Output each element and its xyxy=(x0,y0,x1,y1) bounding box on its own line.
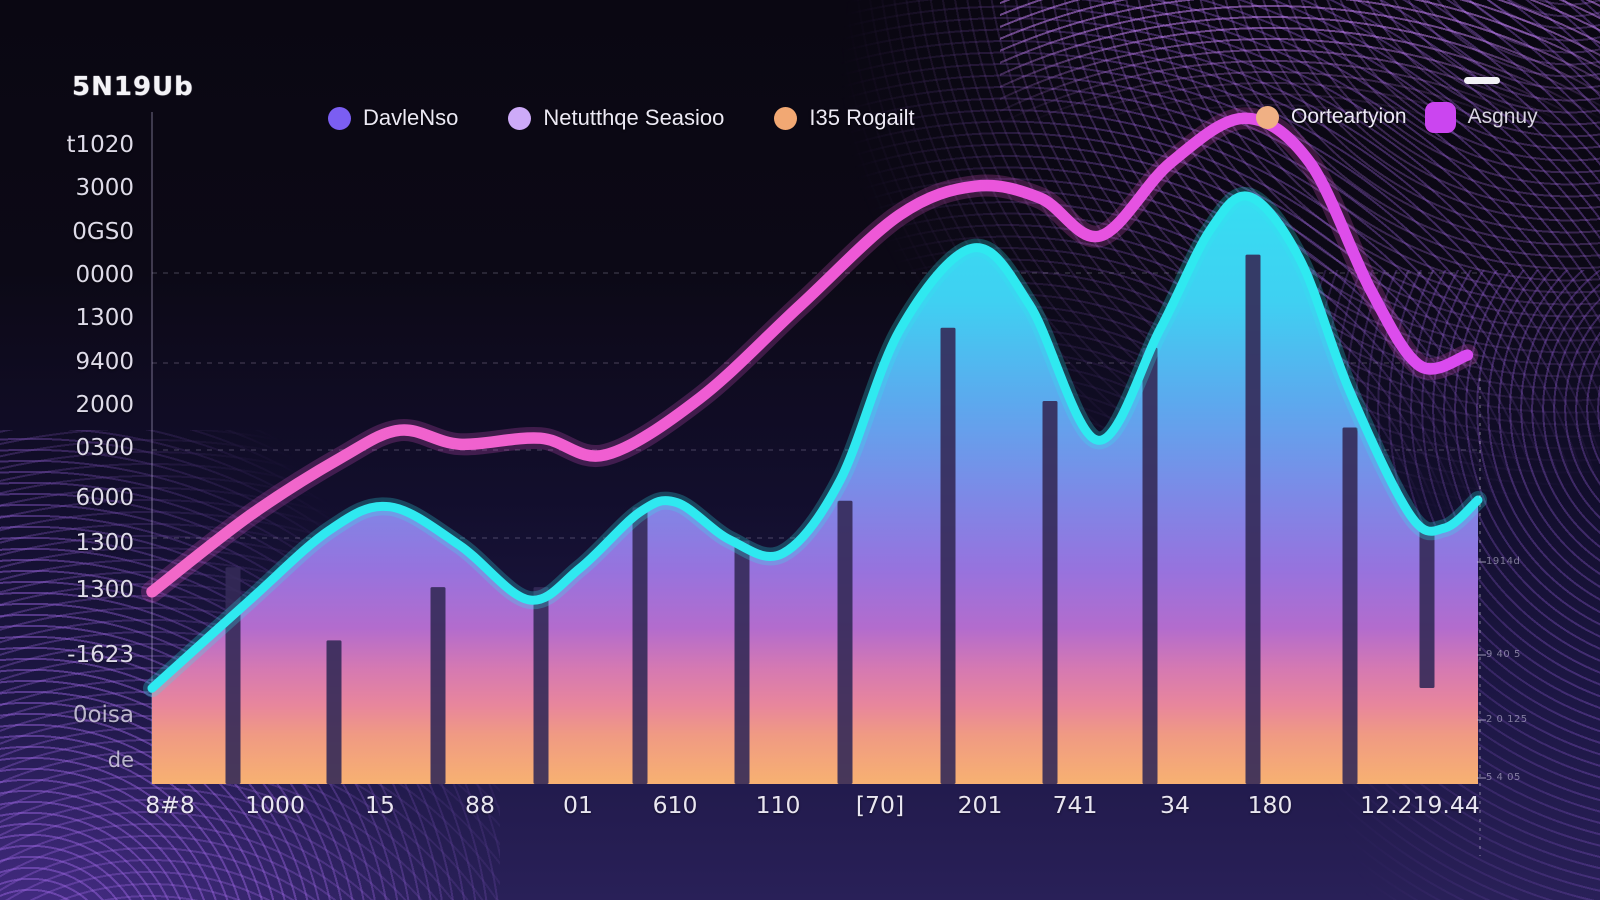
right-axis-mini-label: 9 40 5 xyxy=(1486,649,1521,660)
x-axis-label: 110 xyxy=(755,791,801,819)
y-axis-label: 3000 xyxy=(75,175,134,201)
y-axis-label: 0GS0 xyxy=(72,219,134,245)
x-axis-label: 12.219.44 xyxy=(1360,791,1480,819)
y-axis-label: 9400 xyxy=(75,349,134,375)
legend-label: Netutthqe Seasioo xyxy=(543,105,725,130)
legend-item[interactable]: Oorteartyion xyxy=(1256,105,1407,129)
x-axis-label: [70] xyxy=(855,791,905,819)
page-title: 5N19Ub xyxy=(72,72,194,102)
legend-item[interactable]: I35 Rogailt xyxy=(774,105,915,131)
right-axis-tick xyxy=(1477,719,1486,721)
legend-swatch-icon xyxy=(328,106,351,130)
legend-item[interactable]: Netutthqe Seasioo xyxy=(508,105,724,131)
right-axis-tick xyxy=(1477,561,1486,563)
x-axis-label: 34 xyxy=(1160,791,1190,819)
area-edge-stroke xyxy=(143,187,1487,698)
y-axis-label: 2000 xyxy=(75,392,134,418)
legend-right: Oorteartyion Asgnuy xyxy=(1256,96,1538,138)
right-axis-tick xyxy=(1477,777,1486,779)
magenta-line-series xyxy=(141,107,1479,603)
y-axis-label: de xyxy=(107,748,134,772)
y-axis-label: 1300 xyxy=(75,577,134,603)
legend-swatch-icon xyxy=(1424,101,1456,133)
y-axis-label: -1623 xyxy=(67,642,134,668)
y-axis-label: 1300 xyxy=(75,530,134,556)
legend-swatch-icon xyxy=(1256,105,1279,129)
legend-label: I35 Rogailt xyxy=(809,105,915,130)
legend-label: Asgnuy xyxy=(1467,105,1538,128)
y-axis-label: 0000 xyxy=(75,262,134,288)
legend-label: DavleNso xyxy=(363,105,459,130)
right-axis-tick xyxy=(1477,654,1486,656)
x-axis-label: 201 xyxy=(957,791,1003,819)
x-axis-label: 88 xyxy=(465,791,495,819)
legend-label: Oorteartyion xyxy=(1291,105,1407,128)
legend-left: DavleNso Netutthqe Seasioo I35 Rogailt xyxy=(328,99,915,137)
x-axis-label: 1000 xyxy=(245,791,305,819)
x-axis-label: 15 xyxy=(365,791,395,819)
bar-series xyxy=(225,254,1435,785)
x-axis-label: 180 xyxy=(1247,791,1293,819)
y-axis-label: 0oisa xyxy=(72,702,134,728)
legend-swatch-icon xyxy=(774,106,798,130)
y-axis-label: t1020 xyxy=(66,132,134,158)
legend-item[interactable]: DavleNso xyxy=(328,105,458,131)
legend-item[interactable]: Asgnuy xyxy=(1424,101,1538,133)
right-axis-mini-label: 5 4 05 xyxy=(1486,772,1521,783)
x-axis-label: 610 xyxy=(652,791,698,819)
legend-swatch-icon xyxy=(508,106,532,130)
x-axis-label: 741 xyxy=(1052,791,1098,819)
y-axis-label: 1300 xyxy=(75,305,134,331)
x-axis-label: 01 xyxy=(563,791,593,819)
minimize-dash-icon[interactable] xyxy=(1464,77,1500,84)
y-axis-label: 6000 xyxy=(75,485,134,511)
x-axis-label: 8#8 xyxy=(145,791,195,819)
y-axis-label: 0300 xyxy=(75,435,134,461)
right-axis-mini-label: 2 0 125 xyxy=(1486,714,1528,725)
right-axis-mini-label: 1914d xyxy=(1486,556,1521,567)
